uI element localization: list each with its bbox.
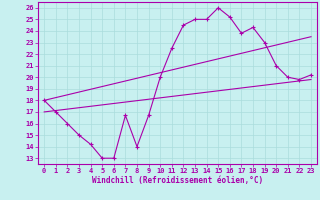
X-axis label: Windchill (Refroidissement éolien,°C): Windchill (Refroidissement éolien,°C) — [92, 176, 263, 185]
